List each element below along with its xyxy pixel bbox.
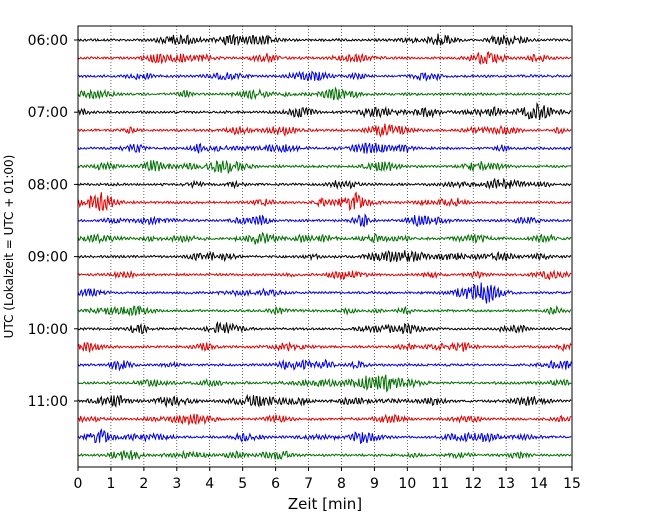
x-tick-label: 13 [497,476,515,492]
y-tick-label: 10:00 [28,322,68,338]
x-tick-label: 15 [563,476,581,492]
seismogram-trace [77,269,572,281]
seismogram-trace [77,159,572,174]
seismogram-trace [77,304,572,317]
x-tick-label: 11 [431,476,449,492]
seismogram-trace [77,51,572,65]
y-tick-label: 07:00 [28,105,68,121]
x-tick-label: 0 [74,476,83,492]
x-tick-label: 4 [205,476,214,492]
x-tick-label: 7 [304,476,313,492]
x-tick-label: 10 [398,476,416,492]
seismogram-trace [77,101,572,120]
seismogram-trace [77,321,572,335]
x-tick-label: 5 [238,476,247,492]
seismogram-trace [77,428,572,445]
y-tick-label: 11:00 [28,394,68,410]
y-tick-label: 08:00 [28,177,68,193]
plot-frame [77,25,573,468]
x-tick-label: 14 [530,476,548,492]
y-axis-label: UTC (Lokalzeit = UTC + 01:00) [2,155,16,339]
x-tick-label: 6 [271,476,280,492]
seismogram-trace [77,449,572,461]
seismogram-trace [77,177,572,190]
x-tick-label: 3 [172,476,181,492]
seismogram-traces [77,33,572,461]
seismogram-trace [77,231,572,245]
seismogram-trace [77,191,572,212]
seismogram-trace [77,70,572,82]
seismogram-trace [77,393,572,408]
x-axis-label: Zeit [min] [288,495,362,513]
x-axis-ticks: 0 1 2 3 4 5 6 7 8 9 10 11 12 13 14 15 [74,467,581,492]
x-tick-label: 1 [106,476,115,492]
x-tick-label: 8 [337,476,346,492]
y-tick-label: 09:00 [28,250,68,266]
seismogram-trace [77,142,572,154]
x-tick-label: 2 [139,476,148,492]
x-tick-label: 12 [464,476,482,492]
y-tick-label: 06:00 [28,33,68,49]
seismogram-trace [77,282,572,304]
seismogram-trace [77,413,572,426]
seismogram-trace [77,374,572,393]
seismogram-trace [77,213,572,228]
y-axis-ticks: 06:00 07:00 08:00 09:00 10:00 11:00 [28,33,78,410]
seismogram-trace [77,341,572,353]
seismogram-trace [77,249,572,263]
seismogram-trace [77,33,572,47]
seismogram-trace [77,358,572,372]
x-tick-label: 9 [370,476,379,492]
seismogram-trace [77,86,572,101]
seismogram-trace [77,123,572,138]
